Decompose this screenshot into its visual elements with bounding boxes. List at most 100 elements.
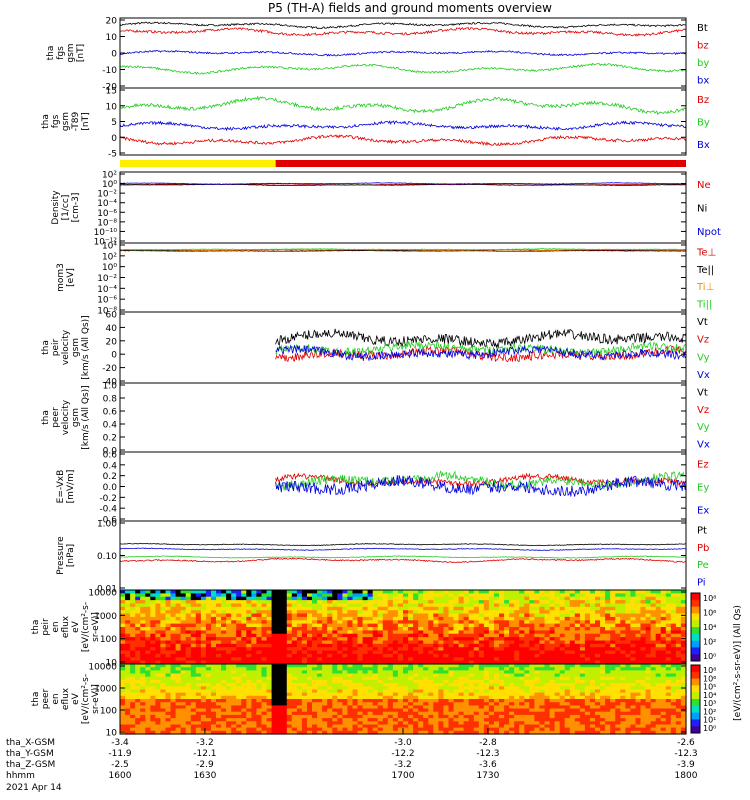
spectrogram-cell [483,590,490,594]
spectrogram-cell [362,603,369,608]
y-label-line: gsm [71,408,81,427]
spectrogram-cell [458,705,465,710]
spectrogram-cell [307,606,313,611]
spectrogram-cell [483,708,490,713]
legend-label-Vz: Vz [697,335,709,346]
spectrogram-cell [216,627,222,631]
spectrogram-cell [120,650,126,655]
spectrogram-cell [392,692,399,697]
spectrogram-cell [655,647,662,652]
spectrogram-cell [200,692,207,697]
spectrogram-cell [286,664,293,668]
spectrogram-cell [216,705,222,710]
spectrogram-cell [190,670,197,675]
spectrogram-cell [160,596,167,601]
spectrogram-cell [367,683,374,687]
spectrogram-cell [145,603,151,608]
spectrogram-cell [408,610,414,615]
y-label-line: [nT] [81,112,91,130]
spectrogram-cell [574,603,581,608]
spectrogram-cell [595,596,601,601]
spectrogram-cell [544,727,551,732]
spectrogram-cell [433,664,439,668]
spectrogram-cell [473,695,480,700]
spectrogram-cell [468,650,475,655]
spectrogram-cell [483,695,490,700]
spectrogram-cell [190,620,197,625]
spectrogram-cell [413,683,419,687]
spectrogram-cell [650,596,657,601]
spectrogram-cell [559,610,566,615]
spectrogram-cell [130,653,136,658]
spectrogram-cell [509,637,515,642]
spectrogram-cell [165,714,172,719]
spectrogram-cell [504,643,510,648]
spectrogram-cell [423,718,429,722]
spectrogram-cell [120,623,126,628]
spectrogram-cell [438,721,445,726]
spectrogram-cell [170,610,177,615]
spectrogram-cell [236,724,242,729]
spectrogram-cell [216,653,222,658]
spectrogram-cell [185,695,192,700]
spectrogram-cell [347,660,354,665]
spectrogram-cell [200,633,207,638]
spectrogram-cell [438,643,445,648]
spectrogram-cell [610,623,616,628]
spectrogram-cell [261,692,268,697]
spectrogram-cell [610,660,616,665]
spectrogram-cell [291,613,298,618]
spectrogram-cell [625,630,632,635]
spectrogram-cell [205,727,212,732]
spectrogram-cell [301,606,308,611]
spectrogram-cell [347,670,354,675]
spectrogram-cell [312,702,318,706]
spectrogram-cell [155,679,162,684]
spectrogram-cell [463,692,470,697]
spectrogram-cell [413,590,419,594]
spectrogram-cell [524,603,530,608]
spectrogram-cell [175,623,182,628]
spectrogram-cell [453,724,460,729]
spectrogram-cell [620,695,626,700]
spectrogram-cell [190,637,197,642]
spectrogram-cell [236,692,242,697]
spectrogram-cell [261,721,268,726]
spectrogram-cell [488,606,495,611]
spectrogram-cell [286,613,293,618]
spectrogram-cell [428,620,434,625]
spectrogram-cell [650,640,657,645]
spectrogram-cell [408,596,414,601]
spectrogram-cell [468,689,475,694]
spectrogram-cell [443,695,450,700]
spectrogram-cell [488,650,495,655]
spectrogram-cell [675,643,682,648]
spectrogram-cell [150,664,156,668]
spectrogram-cell [367,643,374,648]
spectrogram-cell [332,673,338,678]
spectrogram-cell [610,699,616,703]
y-tick-label: 20 [106,17,118,27]
spectrogram-cell [130,724,136,729]
spectrogram-cell [130,606,136,611]
spectrogram-cell [514,657,520,662]
spectrogram-cell [387,673,394,678]
spectrogram-cell [418,657,424,662]
y-tick-label: 0 [111,134,117,144]
spectrogram-cell [544,603,551,608]
spectrogram-cell [504,623,510,628]
spectrogram-cell [231,705,237,710]
spectrogram-cell [226,653,232,658]
spectrogram-cell [579,721,586,726]
spectrogram-cell [544,627,551,631]
spectrogram-cell [504,699,510,703]
y-label-line: peir [41,618,51,636]
spectrogram-cell [458,613,465,618]
spectrogram-cell [625,600,632,605]
spectrogram-cell [605,714,611,719]
spectrogram-cell [266,623,273,628]
y-label-line: [nPa] [66,544,76,567]
spectrogram-cell [458,683,465,687]
spectrogram-cell [453,673,460,678]
spectrogram-cell [312,616,318,621]
